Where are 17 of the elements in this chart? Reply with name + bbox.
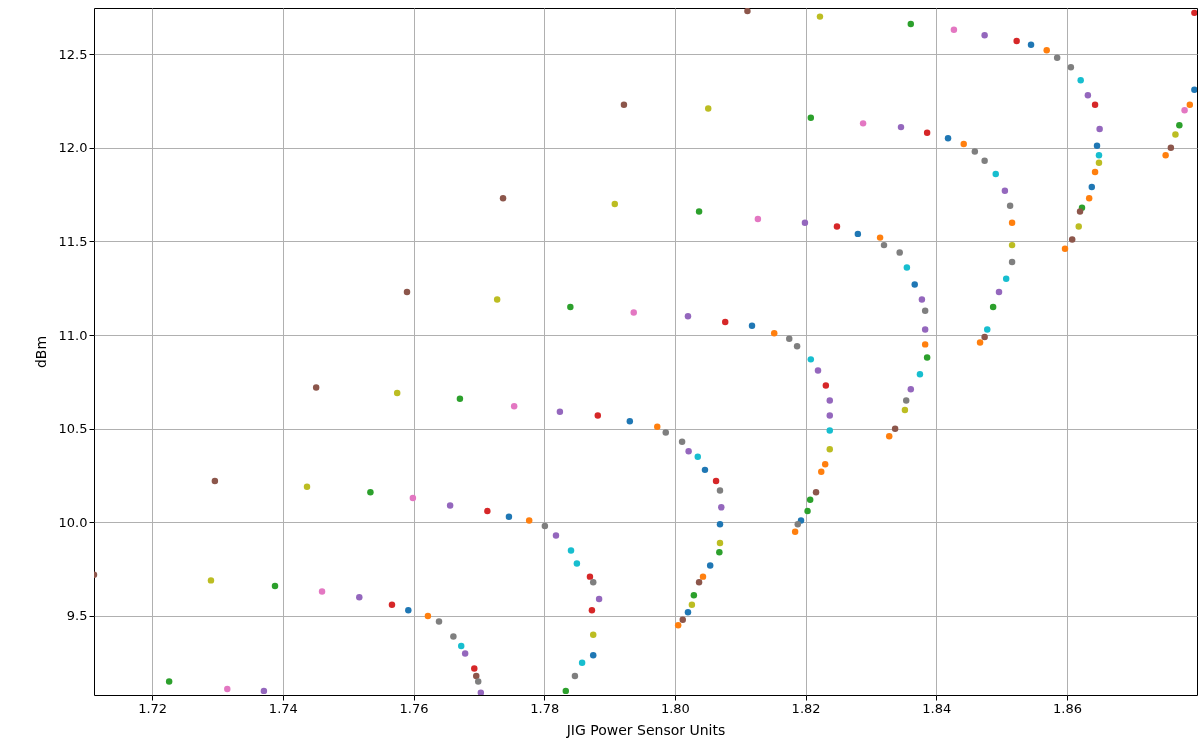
y-tick-label: 10.5 bbox=[58, 421, 88, 437]
y-axis-title: dBm bbox=[32, 335, 49, 369]
x-tick-label: 1.80 bbox=[660, 700, 690, 716]
y-tick-label: 10.0 bbox=[58, 514, 88, 530]
x-tick-label: 1.74 bbox=[268, 700, 298, 716]
x-axis-title: JIG Power Sensor Units bbox=[565, 721, 726, 738]
x-tick-label: 1.78 bbox=[530, 700, 560, 716]
y-tick-label: 11.5 bbox=[58, 233, 88, 249]
x-tick-label: 1.72 bbox=[138, 700, 168, 716]
x-tick-label: 1.86 bbox=[1052, 700, 1082, 716]
x-tick-label: 1.82 bbox=[791, 700, 821, 716]
y-tick-label: 11.0 bbox=[58, 327, 88, 343]
y-tick-label: 12.0 bbox=[58, 140, 88, 156]
x-tick-label: 1.84 bbox=[922, 700, 952, 716]
y-tick-label: 9.5 bbox=[66, 608, 88, 624]
x-tick-label: 1.76 bbox=[399, 700, 429, 716]
y-tick-label: 12.5 bbox=[58, 46, 88, 62]
